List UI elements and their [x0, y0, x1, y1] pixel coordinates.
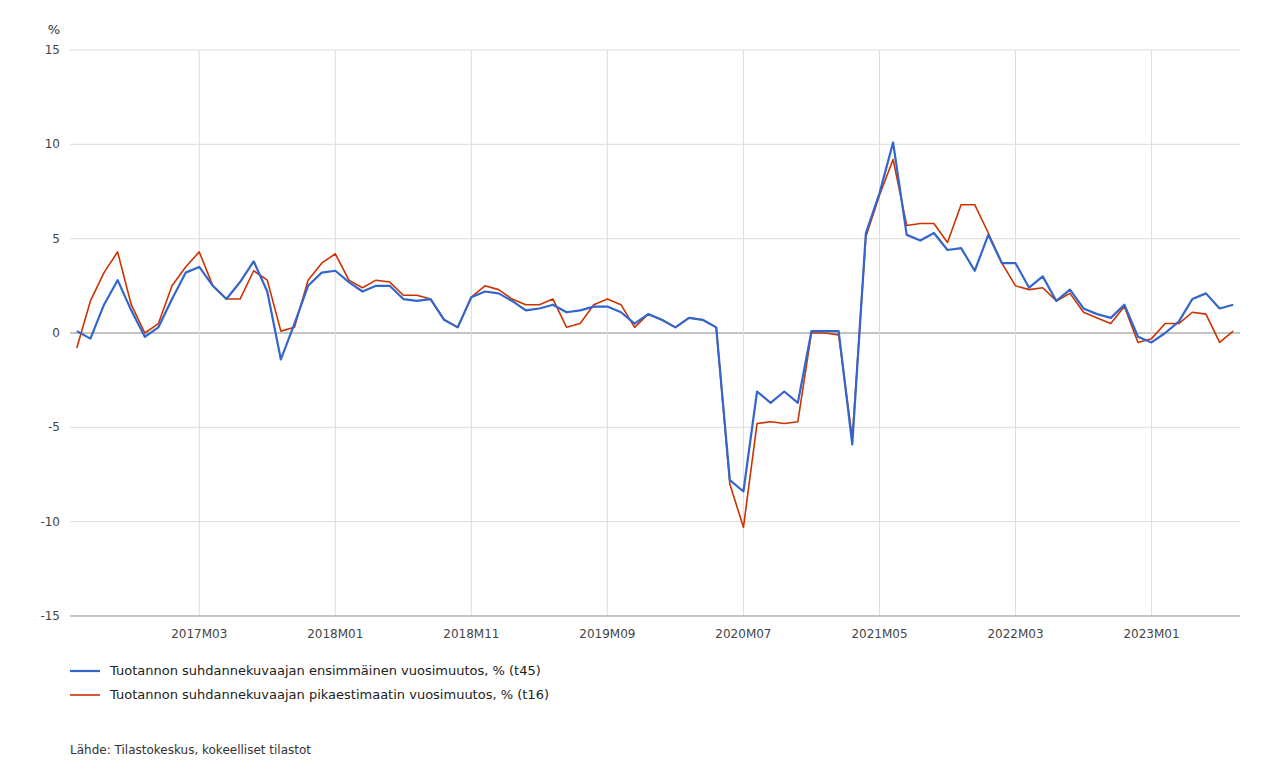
x-grid-line [743, 50, 744, 616]
y-tick-label: -10 [40, 515, 60, 529]
x-grid-line [335, 50, 336, 616]
y-tick-label: 0 [52, 326, 60, 340]
series-line [77, 142, 1233, 491]
x-grid-line [879, 50, 880, 616]
axes: -15 -10 -5 0 5 10 15 2017M03 2018M01 2018M11 2019M… [40, 22, 1240, 641]
x-tick-label: 2020M07 [715, 627, 771, 641]
legend-swatch [70, 694, 100, 696]
x-grid-line [1151, 50, 1152, 616]
x-tick-label: 2018M11 [443, 627, 499, 641]
y-grid-line [70, 521, 1240, 522]
x-grid-line [1015, 50, 1016, 616]
x-tick-label: 2021M05 [851, 627, 907, 641]
y-tick-label: -15 [40, 609, 60, 623]
x-grid-line [199, 50, 200, 616]
x-grid-line [471, 50, 472, 616]
x-tick-label: 2023M01 [1123, 627, 1179, 641]
y-grid-line [70, 616, 1240, 617]
y-grid-line [70, 50, 1240, 51]
x-tick-label: 2022M03 [987, 627, 1043, 641]
x-grid-line [607, 50, 608, 616]
legend-label: Tuotannon suhdannekuvaajan ensimmäinen v… [109, 663, 541, 678]
y-axis-label: % [48, 22, 60, 37]
x-tick-label: 2019M09 [579, 627, 635, 641]
chart-container: -15 -10 -5 0 5 10 15 2017M03 2018M01 2018M11 2019M… [0, 0, 1270, 776]
series-line [77, 159, 1233, 527]
legend-swatch [70, 670, 100, 672]
zero-line [70, 333, 1240, 334]
grid [70, 50, 1240, 616]
x-tick-label: 2017M03 [171, 627, 227, 641]
y-tick-label: -5 [48, 420, 60, 434]
y-tick-label: 10 [45, 137, 60, 151]
chart-svg: -15 -10 -5 0 5 10 15 2017M03 2018M01 2018M11 2019M… [0, 0, 1270, 776]
legend-label: Tuotannon suhdannekuvaajan pikaestimaati… [109, 687, 549, 702]
y-grid-line [70, 238, 1240, 239]
series-lines [77, 142, 1233, 527]
y-grid-line [70, 427, 1240, 428]
x-axis-line [70, 616, 1240, 617]
legend: Tuotannon suhdannekuvaajan ensimmäinen v… [70, 663, 549, 702]
y-grid-line [70, 144, 1240, 145]
y-tick-label: 5 [52, 232, 60, 246]
y-tick-label: 15 [45, 43, 60, 57]
source-note: Lähde: Tilastokeskus, kokeelliset tilast… [70, 743, 311, 757]
x-tick-label: 2018M01 [307, 627, 363, 641]
